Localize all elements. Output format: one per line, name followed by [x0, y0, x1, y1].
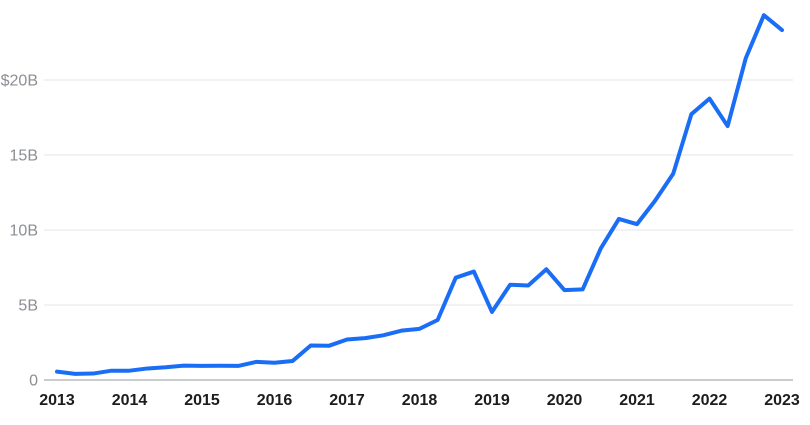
y-axis-tick-label: 0: [29, 373, 38, 390]
y-axis-tick-label: 15B: [10, 148, 38, 165]
x-axis-tick-label: 2016: [257, 392, 293, 409]
y-axis-tick-label: 10B: [10, 223, 38, 240]
x-axis-tick-label: 2018: [402, 392, 438, 409]
x-axis-tick-label: 2015: [184, 392, 220, 409]
y-axis-tick-label: 5B: [18, 298, 38, 315]
y-axis-tick-label: $20B: [1, 73, 38, 90]
x-axis-tick-label: 2022: [692, 392, 728, 409]
revenue-series-line: [55, 13, 784, 376]
x-axis-tick-label: 2020: [547, 392, 583, 409]
x-axis-tick-label: 2021: [619, 392, 655, 409]
x-axis-tick-label: 2023: [764, 392, 800, 409]
x-axis-tick-label: 2019: [474, 392, 510, 409]
x-axis-tick-label: 2017: [329, 392, 365, 409]
x-axis-tick-label: 2013: [39, 392, 75, 409]
x-axis-tick-label: 2014: [112, 392, 148, 409]
